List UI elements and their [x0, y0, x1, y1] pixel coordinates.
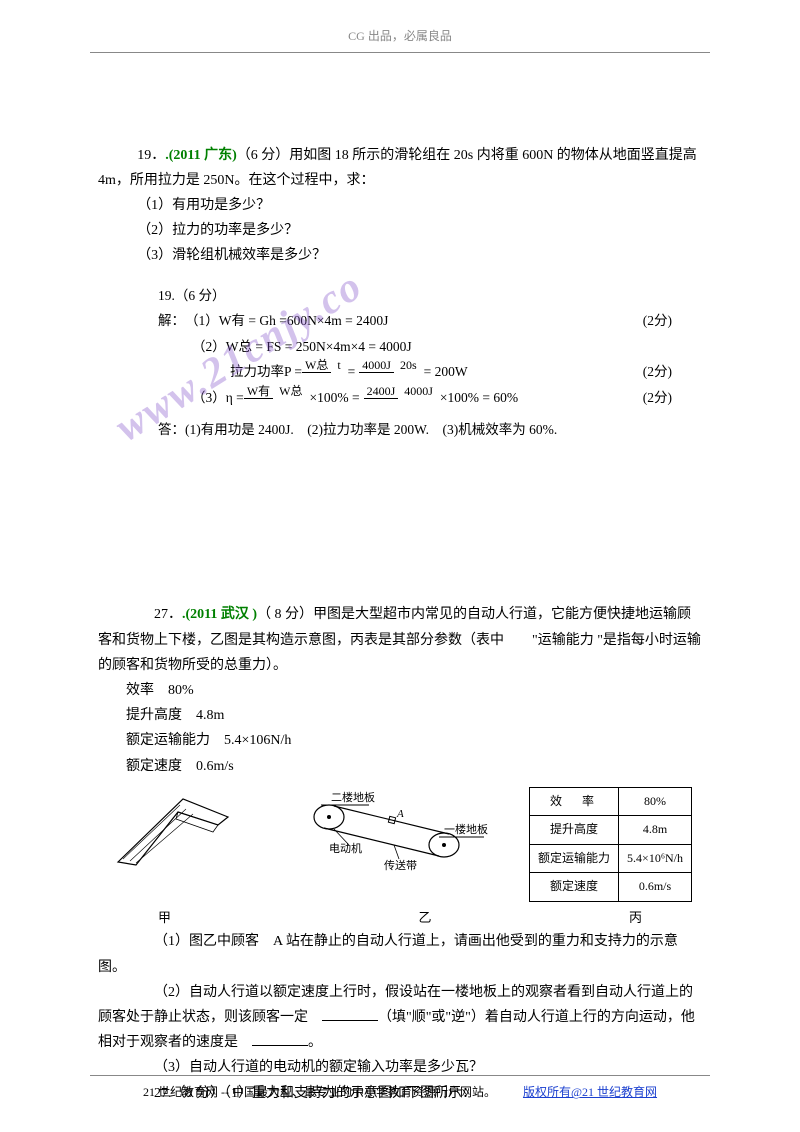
q27-param3: 额定运输能力 5.4×106N/h	[98, 728, 702, 753]
tb-r4c1: 额定速度	[530, 873, 619, 902]
figure-captions: 甲 乙 丙	[98, 906, 702, 929]
sol-line1-row: 解： （1）W有 = Gh =600N×4m = 2400J (2分)	[158, 308, 702, 334]
caption-jia: 甲	[158, 906, 171, 929]
q27-sub2: （2）自动人行道以额定速度上行时，假设站在一楼地板上的观察者看到自动人行道上的顾…	[98, 980, 702, 1056]
sol-line3-eq: =	[344, 359, 360, 385]
q19-solution: 19.（6 分） 解： （1）W有 = Gh =600N×4m = 2400J …	[98, 283, 702, 443]
page-content: 19．.(2011 广东)（6 分）用如图 18 所示的滑轮组在 20s 内将重…	[0, 53, 800, 1106]
sol-line4-result: ×100% = 60%	[436, 385, 518, 411]
blank-2[interactable]	[252, 1045, 308, 1046]
q27-stem: 27．.(2011 武汉 )（ 8 分）甲图是大型超市内常见的自动人行道，它能方…	[98, 602, 702, 678]
q27-param4: 额定速度 0.6m/s	[98, 754, 702, 779]
q19-points: （6 分）	[237, 148, 290, 163]
q27-param2: 提升高度 4.8m	[98, 703, 702, 728]
yi-belt-label: 传送带	[384, 858, 417, 872]
figure-jia-svg	[108, 787, 238, 877]
tb-r2c2: 4.8m	[619, 816, 692, 845]
sol-line4-frac2: 2400J 4000J	[364, 385, 436, 411]
caption-bing: 丙	[629, 906, 642, 929]
footer-divider	[90, 1075, 710, 1076]
sol-line3-row: 拉力功率P = W总 t = 4000J 20s = 200W (2分)	[158, 359, 702, 385]
sol-line4-mid: ×100% =	[305, 385, 363, 411]
figure-yi-svg: 二楼地板 一楼地板 A 电动机 传送带	[279, 787, 489, 882]
sol-header: 19.（6 分）	[158, 283, 702, 309]
q19-sub2: （2）拉力的功率是多少？	[98, 218, 702, 243]
sol-line4-frac1: W有 W总	[244, 385, 306, 411]
tb-r1c1: 效 率	[530, 787, 619, 816]
yi-floor2-label: 二楼地板	[331, 790, 375, 804]
q19-sub1: （1）有用功是多少？	[98, 193, 702, 218]
page-header: CG 出品，必属良品	[0, 0, 800, 52]
tb-r3c2: 5.4×10⁶N/h	[619, 844, 692, 873]
sol-line2: （2）W总 = FS = 250N×4m×4 = 4000J	[158, 334, 702, 360]
caption-yi: 乙	[418, 906, 431, 929]
sol-line1: （1）W有 = Gh =600N×4m = 2400J	[185, 308, 388, 334]
footer-text: 21 世纪教育网 -- 中国最大型、最专业的中小学教育资源门户网站。	[143, 1085, 496, 1099]
tb-r2c1: 提升高度	[530, 816, 619, 845]
sol-line4-row: （3）η = W有 W总 ×100% = 2400J 4000J ×100% =…	[158, 385, 702, 411]
question-27: 27．.(2011 武汉 )（ 8 分）甲图是大型超市内常见的自动人行道，它能方…	[98, 602, 702, 1105]
sol-line3-result: = 200W	[420, 359, 468, 385]
q19-sub3: （3）滑轮组机械效率是多少？	[98, 243, 702, 268]
tb-r1c2: 80%	[619, 787, 692, 816]
figure-yi: 二楼地板 一楼地板 A 电动机 传送带	[279, 787, 489, 882]
figure-jia	[108, 787, 238, 877]
blank-1[interactable]	[322, 1020, 378, 1021]
question-19: 19．.(2011 广东)（6 分）用如图 18 所示的滑轮组在 20s 内将重…	[98, 143, 702, 443]
figures-row: 二楼地板 一楼地板 A 电动机 传送带	[98, 787, 702, 902]
sol-line1-marks: (2分)	[643, 308, 702, 334]
q27-source: .(2011 武汉 )	[182, 607, 257, 622]
sol-answer: 答：(1)有用功是 2400J. (2)拉力功率是 200W. (3)机械效率为…	[158, 417, 702, 443]
sol-line3-frac1: W总 t	[302, 359, 344, 385]
sol-line3-label: 拉力功率P =	[230, 359, 302, 385]
q27-param1: 效率 80%	[98, 678, 702, 703]
sol-intro: 解：	[158, 308, 185, 334]
table-bing: 效 率80% 提升高度4.8m 额定运输能力5.4×10⁶N/h 额定速度0.6…	[529, 787, 692, 902]
yi-motor-label: 电动机	[329, 841, 362, 855]
header-tagline: CG 出品，必属良品	[348, 29, 452, 43]
q27-number: 27．	[154, 607, 182, 622]
tb-r4c2: 0.6m/s	[619, 873, 692, 902]
q19-number: 19．	[137, 148, 165, 163]
footer-link[interactable]: 版权所有@21 世纪教育网	[523, 1085, 657, 1099]
sol-line3-marks: (2分)	[643, 359, 702, 385]
q27-sub2c: 。	[308, 1035, 322, 1050]
figure-bing: 效 率80% 提升高度4.8m 额定运输能力5.4×10⁶N/h 额定速度0.6…	[529, 787, 692, 902]
q27-sub1: （1）图乙中顾客 A 站在静止的自动人行道上，请画出他受到的重力和支持力的示意图…	[98, 929, 702, 979]
q27-points: （ 8 分）	[257, 607, 313, 622]
tb-r3c1: 额定运输能力	[530, 844, 619, 873]
sol-line3-frac2: 4000J 20s	[359, 359, 419, 385]
q19-stem: 19．.(2011 广东)（6 分）用如图 18 所示的滑轮组在 20s 内将重…	[98, 143, 702, 193]
sol-line4-label: （3）η =	[192, 385, 244, 411]
q19-source: .(2011 广东)	[165, 148, 237, 163]
sol-line4-marks: (2分)	[643, 385, 702, 411]
yi-A-label: A	[396, 808, 404, 820]
page-footer: 21 世纪教育网 -- 中国最大型、最专业的中小学教育资源门户网站。 版权所有@…	[0, 1075, 800, 1104]
